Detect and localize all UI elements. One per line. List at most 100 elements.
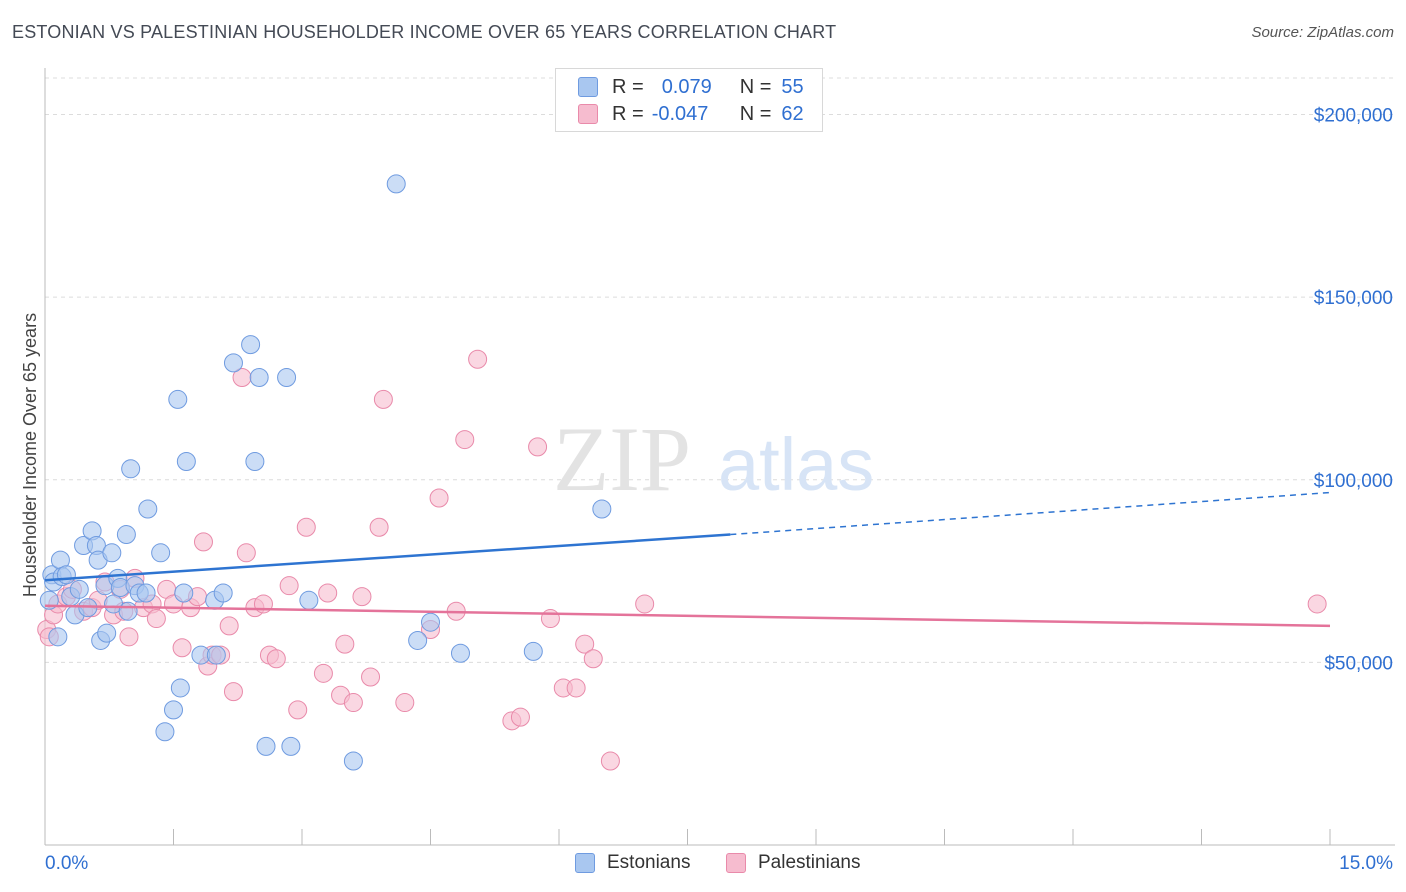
legend-estonians-label: Estonians bbox=[607, 852, 691, 873]
palestinians-point bbox=[468, 349, 488, 369]
palestinians-point bbox=[313, 663, 333, 683]
palestinians-point bbox=[146, 609, 166, 629]
estonians-point bbox=[155, 722, 175, 742]
palestinians-point bbox=[318, 583, 338, 603]
watermark-atlas: atlas bbox=[718, 423, 874, 506]
y-tick-labels: $50,000 $100,000 $150,000 $200,000 bbox=[1314, 106, 1393, 675]
palestinians-point bbox=[223, 682, 243, 702]
estonians-point bbox=[174, 583, 194, 603]
estonians-swatch bbox=[575, 853, 595, 873]
x-tick-label: 0.0% bbox=[45, 853, 88, 874]
series-legend: Estonians Palestinians bbox=[0, 852, 1406, 878]
estonians-point bbox=[256, 736, 276, 756]
estonians-point bbox=[592, 499, 612, 519]
estonians-point bbox=[168, 389, 188, 409]
legend-n-value: 62 bbox=[781, 102, 804, 125]
palestinians-point bbox=[1307, 594, 1327, 614]
estonians-point bbox=[343, 751, 363, 771]
palestinians-point bbox=[335, 634, 355, 654]
palestinians-swatch bbox=[578, 104, 598, 124]
palestinians-point bbox=[296, 517, 316, 537]
palestinians-point bbox=[528, 437, 548, 457]
palestinians-point bbox=[369, 517, 389, 537]
estonians-point bbox=[151, 543, 171, 563]
estonians-points bbox=[39, 174, 612, 771]
palestinians-point bbox=[172, 638, 192, 658]
palestinians-point bbox=[600, 751, 620, 771]
estonians-point bbox=[164, 700, 183, 720]
legend-row-palestinians: R = -0.047 N = 62 bbox=[578, 101, 804, 127]
estonians-point bbox=[102, 543, 122, 563]
estonians-point bbox=[386, 174, 406, 194]
watermark: ZIP atlas bbox=[553, 408, 874, 510]
estonians-point bbox=[136, 583, 156, 603]
y-tick-label: $200,000 bbox=[1314, 106, 1393, 127]
estonians-point bbox=[299, 590, 319, 610]
estonians-point bbox=[281, 736, 301, 756]
estonians-point bbox=[206, 645, 226, 665]
palestinians-point bbox=[343, 693, 363, 713]
chart-title: ESTONIAN VS PALESTINIAN HOUSEHOLDER INCO… bbox=[12, 22, 837, 42]
y-tick-label: $100,000 bbox=[1314, 471, 1393, 492]
palestinians-point bbox=[566, 678, 586, 698]
palestinians-point bbox=[361, 667, 381, 687]
estonians-point bbox=[118, 601, 138, 621]
palestinians-point bbox=[373, 389, 393, 409]
estonians-point bbox=[56, 565, 76, 585]
legend-r-value: -0.047 bbox=[651, 102, 709, 125]
estonians-point bbox=[277, 367, 297, 387]
estonians-point bbox=[69, 579, 89, 599]
estonians-point bbox=[421, 612, 440, 632]
palestinians-swatch bbox=[726, 853, 746, 873]
estonians-point bbox=[121, 459, 141, 479]
legend-item-palestinians[interactable]: Palestinians bbox=[726, 852, 860, 874]
estonians-point bbox=[170, 678, 190, 698]
legend-r-value: 0.079 bbox=[661, 75, 712, 98]
palestinians-point bbox=[219, 616, 239, 636]
axes bbox=[44, 68, 1395, 846]
y-tick-label: $150,000 bbox=[1314, 288, 1393, 309]
estonians-trend-extension bbox=[730, 491, 1331, 536]
legend-n-label: N = bbox=[739, 75, 772, 98]
palestinians-point bbox=[455, 430, 475, 450]
watermark-zip: ZIP bbox=[553, 408, 691, 510]
palestinians-point bbox=[236, 543, 256, 563]
estonians-point bbox=[116, 525, 136, 545]
estonians-point bbox=[138, 499, 158, 519]
y-tick-label: $50,000 bbox=[1324, 653, 1393, 674]
estonians-trend-line bbox=[44, 533, 731, 582]
y-axis-label: Householder Income Over 65 years bbox=[20, 313, 40, 597]
estonians-point bbox=[245, 452, 265, 471]
legend-n-value: 55 bbox=[781, 75, 804, 98]
palestinians-point bbox=[395, 693, 415, 713]
palestinians-point bbox=[510, 707, 530, 727]
legend-palestinians-label: Palestinians bbox=[758, 852, 861, 873]
palestinians-point bbox=[119, 627, 139, 647]
legend-item-estonians[interactable]: Estonians bbox=[575, 852, 690, 874]
palestinians-point bbox=[288, 700, 308, 720]
legend-r-label: R = bbox=[612, 102, 644, 125]
estonians-point bbox=[176, 452, 196, 471]
trend-lines bbox=[44, 491, 1331, 628]
estonians-point bbox=[223, 353, 243, 373]
palestinians-point bbox=[429, 488, 449, 508]
palestinians-point bbox=[193, 532, 213, 552]
estonians-point bbox=[523, 641, 543, 661]
palestinians-point bbox=[352, 587, 372, 607]
estonians-point bbox=[249, 367, 269, 387]
estonians-point bbox=[241, 335, 261, 355]
x-tick-label: 15.0% bbox=[1339, 853, 1393, 874]
stats-legend: R = 0.079 N = 55 R = -0.047 N = 62 bbox=[555, 68, 823, 132]
estonians-swatch bbox=[578, 77, 598, 97]
estonians-point bbox=[213, 583, 233, 603]
source-label: Source: ZipAtlas.com bbox=[1251, 24, 1394, 41]
palestinians-point bbox=[279, 576, 299, 596]
palestinians-point bbox=[575, 634, 595, 654]
x-tick-labels: 0.0% 15.0% bbox=[45, 853, 1393, 874]
palestinians-trend-line bbox=[44, 604, 1331, 628]
palestinians-point bbox=[540, 609, 560, 629]
palestinians-point bbox=[266, 649, 286, 669]
estonians-point bbox=[48, 627, 68, 647]
palestinians-point bbox=[583, 649, 603, 669]
